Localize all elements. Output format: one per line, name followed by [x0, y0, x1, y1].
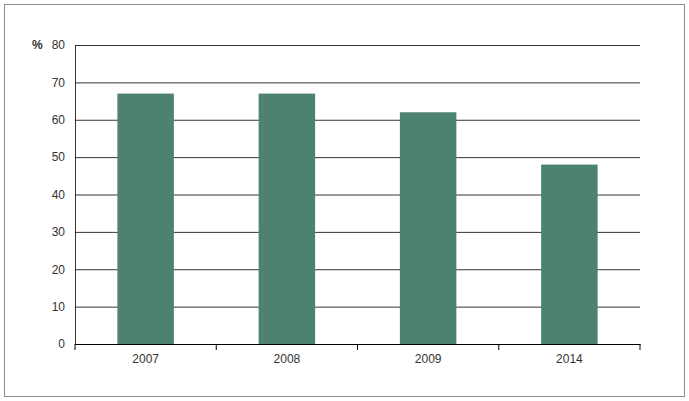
- bar: [541, 165, 598, 344]
- y-tick-label: 10: [52, 300, 66, 314]
- plot: 0 10 20 30 40 50 60 70 80 2007 2008 2009 2014: [52, 38, 641, 365]
- x-tick-label: 2008: [274, 352, 301, 366]
- y-tick-label: 20: [52, 263, 66, 277]
- bar: [259, 94, 316, 344]
- y-tick-label: 80: [52, 38, 66, 52]
- category-separator: [640, 344, 641, 350]
- x-axis: 2007 2008 2009 2014: [75, 344, 641, 366]
- y-axis-title: %: [32, 38, 43, 52]
- category-separator: [498, 344, 499, 350]
- y-tick-label: 50: [52, 150, 66, 164]
- category-separator: [216, 344, 217, 350]
- grid-line: [75, 82, 640, 83]
- bar: [400, 112, 457, 344]
- y-tick-label: 70: [52, 76, 66, 90]
- chart: 0 10 20 30 40 50 60 70 80 2007 2008 2009 2014%: [0, 0, 689, 401]
- category-separator: [357, 344, 358, 350]
- frame: [5, 5, 685, 397]
- x-tick: 2009: [415, 352, 442, 366]
- x-tick-label: 2014: [556, 352, 583, 366]
- x-tick-label: 2009: [415, 352, 442, 366]
- y-axis: 0 10 20 30 40 50 60 70 80: [52, 38, 640, 351]
- y-tick: 70: [52, 76, 640, 90]
- category-separator: [75, 344, 76, 350]
- x-tick: 2007: [132, 352, 159, 366]
- x-tick: 2014: [556, 352, 583, 366]
- bars: [117, 94, 597, 344]
- y-tick-label: 60: [52, 113, 66, 127]
- x-tick-label: 2007: [132, 352, 159, 366]
- bar: [117, 94, 174, 344]
- grid-line: [75, 45, 640, 46]
- y-tick-label: 0: [58, 337, 65, 351]
- y-tick-label: 30: [52, 225, 66, 239]
- y-tick: 80: [52, 38, 640, 52]
- y-tick-label: 40: [52, 188, 66, 202]
- x-tick: 2008: [274, 352, 301, 366]
